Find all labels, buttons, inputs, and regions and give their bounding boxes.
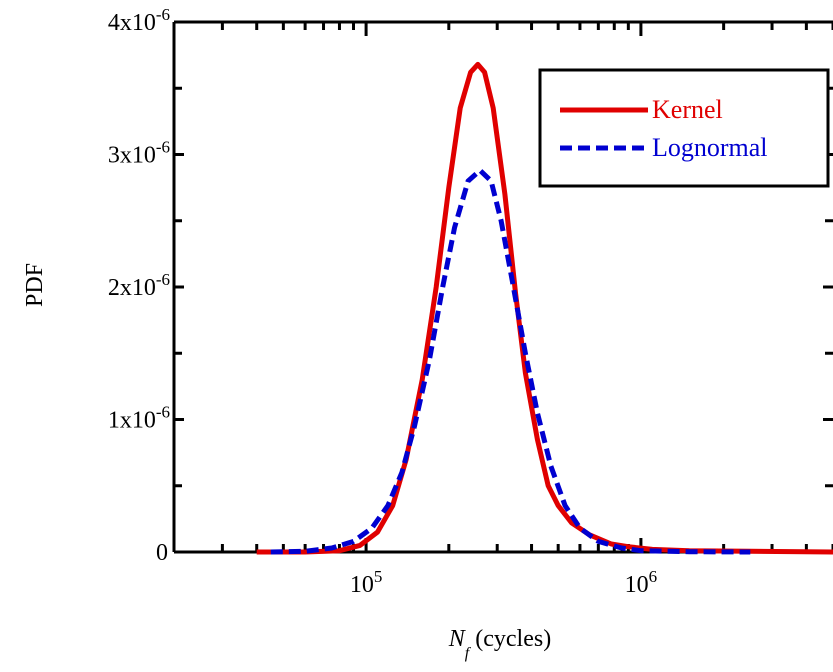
x-tick-label: 106 [625, 567, 658, 598]
x-tick-label: 105 [350, 567, 383, 598]
x-axis-label: Nf (cycles) [448, 626, 551, 662]
series-layer [256, 61, 833, 555]
y-tick-label: 1x10-6 [108, 403, 170, 434]
y-axis-label: PDF [22, 263, 48, 307]
y-tick-labels: 0 1x10-6 2x10-6 3x10-6 4x10-6 [108, 5, 170, 566]
legend-box [538, 68, 830, 188]
legend: Kernel Lognormal [538, 68, 830, 188]
x-tick-labels: 105 106 [350, 567, 657, 598]
legend-label-lognormal: Lognormal [652, 133, 768, 162]
x-axis-label-main: N [448, 626, 467, 652]
y-tick-label: 4x10-6 [108, 5, 170, 36]
x-axis-label-sub: f [465, 645, 472, 662]
x-axis-label-unit: (cycles) [469, 626, 551, 652]
y-tick-label: 0 [156, 540, 168, 566]
series-line-lognormal [270, 167, 751, 555]
legend-label-kernel: Kernel [652, 95, 723, 124]
y-tick-label: 3x10-6 [108, 138, 170, 169]
y-tick-label: 2x10-6 [108, 270, 170, 301]
